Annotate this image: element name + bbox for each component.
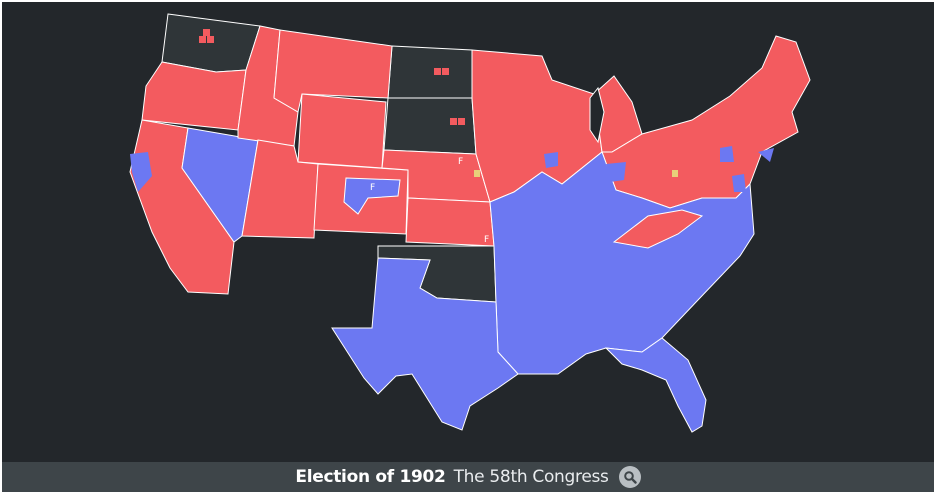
region-wyoming[interactable] [297,93,387,169]
district-dem-north-2 [720,146,734,162]
region-colorado-dem-district[interactable] [343,177,401,215]
district-dem-north-4 [130,152,152,192]
election-title: Election of 1902 [295,467,446,487]
district-mark-sd-2 [458,118,465,125]
search-button[interactable] [618,466,641,488]
marker-f-kansas: F [484,235,489,245]
district-mark-other-1 [474,170,480,177]
district-mark-sd-1 [450,118,457,125]
region-oregon[interactable] [141,61,247,131]
district-mark-other-2 [672,170,678,177]
magnifier-icon [623,471,637,484]
region-texas[interactable] [331,257,519,431]
district-dem-north-6 [732,174,746,192]
marker-f-nebraska: F [458,157,463,167]
district-mark-nd-1 [434,68,441,75]
district-dem-north-1 [544,152,558,168]
congress-subtitle: The 58th Congress [453,467,609,487]
district-mark-wa-3 [203,29,210,36]
region-florida[interactable] [604,337,707,433]
region-kansas[interactable] [405,197,495,247]
us-congress-map[interactable]: F F F [2,2,934,462]
lake-michigan [589,86,605,144]
district-mark-nd-2 [442,68,449,75]
region-south-dakota[interactable] [383,97,477,155]
footer-bar: Election of 1902 The 58th Congress [2,462,934,492]
district-mark-wa-1 [199,36,206,43]
district-mark-wa-2 [207,36,214,43]
marker-f-colorado: F [370,183,375,193]
district-dem-north-3 [758,148,774,162]
district-dem-north-5 [606,162,626,182]
region-north-dakota[interactable] [387,45,473,99]
region-appalachia-rep[interactable] [612,209,704,249]
